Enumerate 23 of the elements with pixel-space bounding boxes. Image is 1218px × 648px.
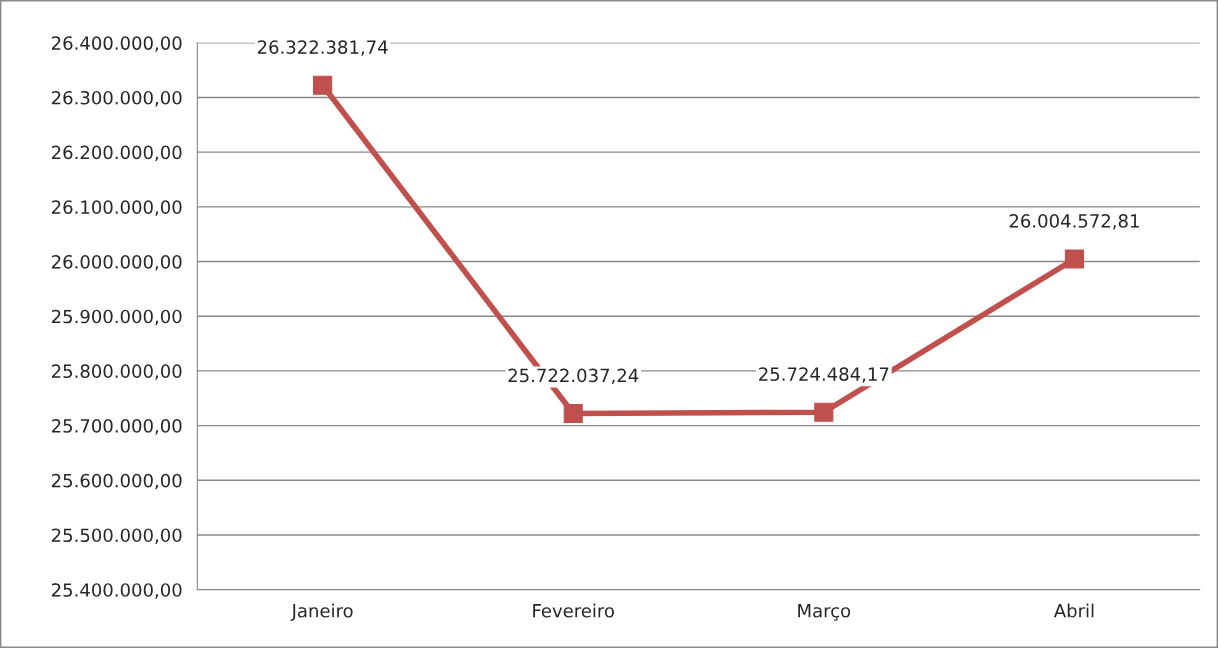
data-label: 25.724.484,17 xyxy=(759,367,889,383)
point xyxy=(563,404,583,424)
y-tick-label: 25.400.000,00 xyxy=(51,583,182,599)
y-tick-label: 25.500.000,00 xyxy=(51,528,182,544)
x-tick-label: Fevereiro xyxy=(533,603,614,618)
y-tick-label: 25.900.000,00 xyxy=(51,309,182,326)
y-tick-label: 26.200.000,00 xyxy=(51,145,182,162)
x-tick-label: Abril xyxy=(1053,603,1094,618)
x-tick-label: Março xyxy=(798,604,851,621)
y-tick-label: 26.300.000,00 xyxy=(51,90,182,107)
y-tick-label: 26.400.000,00 xyxy=(51,36,182,52)
y-tick-label: 26.100.000,00 xyxy=(51,200,182,216)
x-tick-label: Janeiro xyxy=(290,603,353,621)
point xyxy=(313,75,333,95)
y-tick-label: 25.700.000,00 xyxy=(51,419,182,435)
data-label: 25.722.037,24 xyxy=(508,368,639,385)
point xyxy=(814,402,834,422)
data-label: 26.322.381,74 xyxy=(257,40,388,56)
y-tick-label: 25.800.000,00 xyxy=(51,364,182,380)
y-tick-label: 25.600.000,00 xyxy=(51,473,182,490)
point xyxy=(1064,249,1084,269)
data-label: 26.004.572,81 xyxy=(1009,214,1139,230)
y-tick-label: 26.000.000,00 xyxy=(51,254,182,271)
